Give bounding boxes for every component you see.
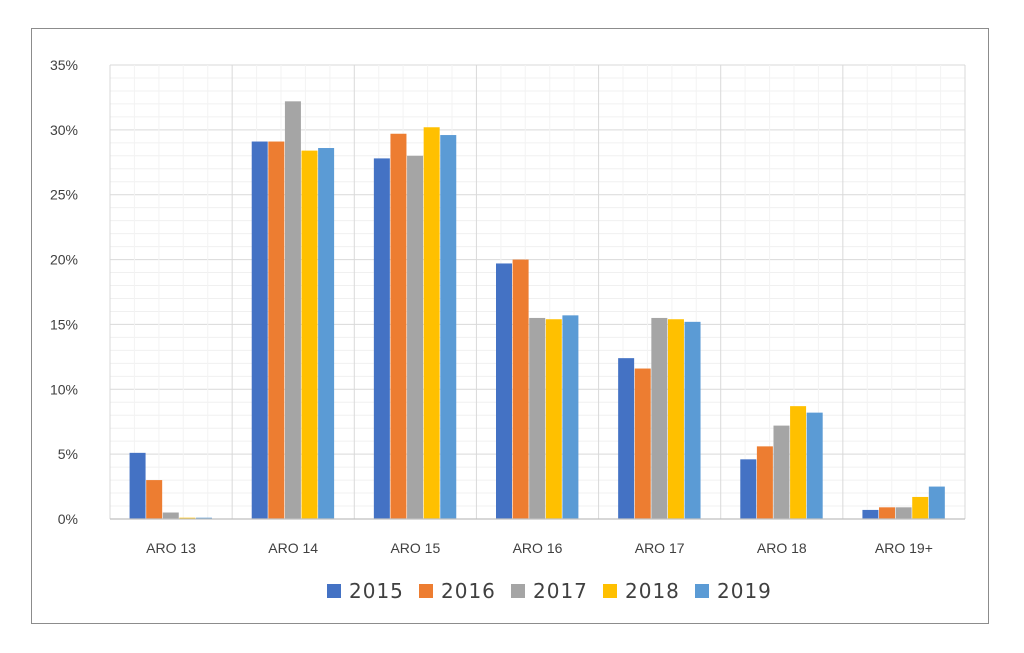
legend-swatch: [327, 584, 341, 598]
y-tick-label: 30%: [50, 122, 78, 138]
bar: [651, 317, 668, 519]
bars: [129, 101, 945, 520]
bar: [740, 459, 757, 519]
axes: 0% 5% 10% 15% 20% 25% 30% 35% ARO 13 ARO 14 ARO 15…: [50, 57, 965, 556]
bar: [423, 127, 440, 520]
bar: [440, 135, 457, 519]
bar: [928, 486, 945, 519]
bar: [373, 158, 390, 519]
legend: 2015 2016 2017 2018 2019: [327, 579, 772, 603]
y-tick-label: 20%: [50, 252, 78, 268]
bar: [162, 512, 179, 519]
bar: [496, 263, 512, 519]
legend-label: 2019: [717, 579, 772, 603]
bar: [251, 141, 268, 519]
bar: [512, 259, 529, 519]
legend-label: 2015: [349, 579, 404, 603]
bar: [407, 155, 424, 520]
x-tick-label: ARO 16: [513, 540, 563, 556]
bar: [562, 315, 579, 519]
legend-label: 2018: [625, 579, 680, 603]
bar: [390, 133, 407, 519]
x-tick-label: ARO 15: [390, 540, 440, 556]
bar: [806, 412, 823, 519]
x-tick-label: ARO 17: [635, 540, 685, 556]
x-tick-label: ARO 13: [146, 540, 196, 556]
y-tick-label: 10%: [50, 381, 78, 397]
legend-swatch: [511, 584, 525, 598]
legend-swatch: [419, 584, 433, 598]
bar: [667, 319, 684, 519]
bar: [634, 368, 651, 519]
bar: [318, 148, 335, 519]
bar: [301, 150, 318, 519]
bar: [912, 496, 929, 519]
x-tick-label: ARO 18: [757, 540, 807, 556]
y-tick-label: 5%: [58, 446, 78, 462]
legend-swatch: [603, 584, 617, 598]
legend-swatch: [695, 584, 709, 598]
bar: [129, 452, 146, 519]
x-tick-label: ARO 19+: [875, 540, 933, 556]
y-tick-label: 25%: [50, 187, 78, 203]
bar: [790, 406, 807, 519]
legend-label: 2017: [533, 579, 588, 603]
x-tick-label: ARO 14: [268, 540, 318, 556]
bar: [756, 446, 773, 519]
bar: [862, 509, 879, 519]
bar: [773, 425, 790, 519]
bar: [195, 517, 212, 519]
legend-label: 2016: [441, 579, 496, 603]
bar: [146, 480, 163, 519]
bar: [879, 507, 896, 519]
y-tick-label: 0%: [58, 511, 78, 527]
bar: [895, 507, 912, 519]
bar: [268, 141, 285, 519]
bar: [618, 358, 635, 519]
y-tick-label: 35%: [50, 57, 78, 73]
bar: [284, 101, 301, 519]
bar: [545, 319, 562, 519]
y-tick-label: 15%: [50, 316, 78, 332]
bar: [179, 517, 196, 519]
bar: [684, 321, 701, 519]
bar: [529, 317, 546, 519]
